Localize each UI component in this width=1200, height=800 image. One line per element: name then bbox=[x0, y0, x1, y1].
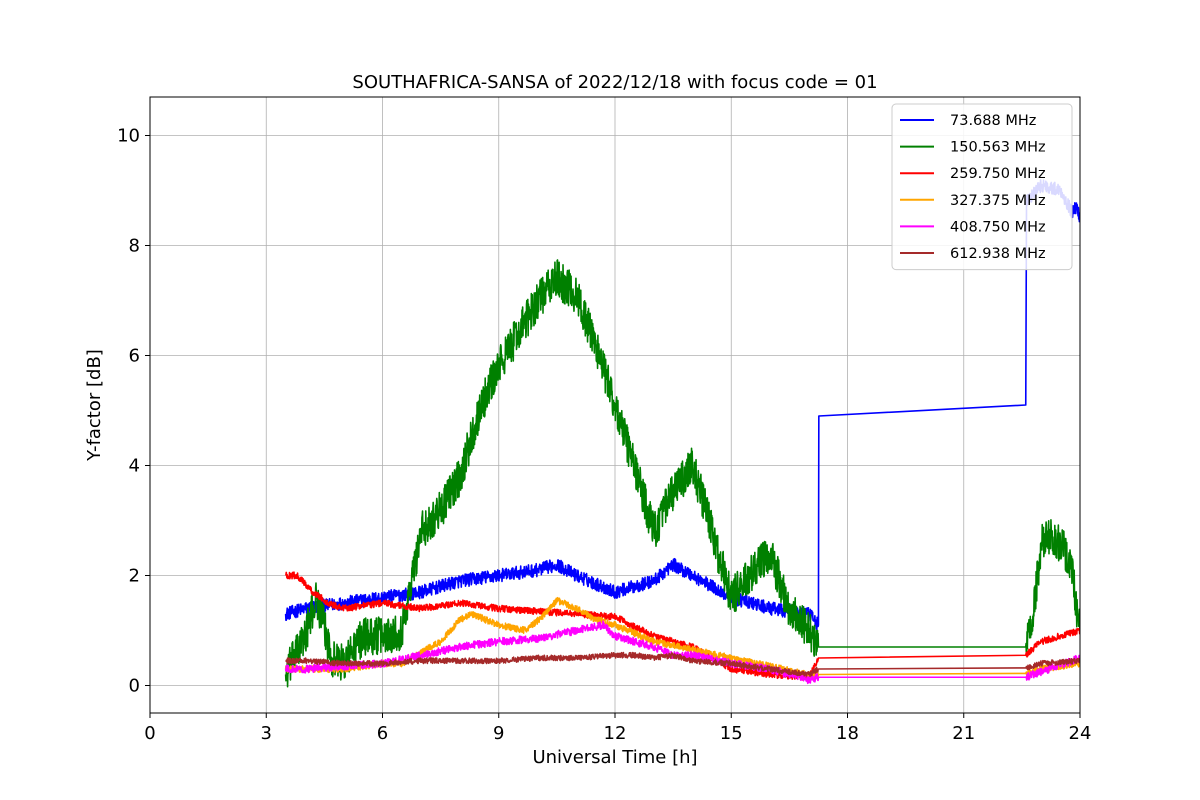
y-tick-label: 0 bbox=[129, 676, 140, 697]
x-tick-label: 3 bbox=[261, 723, 272, 744]
legend-label: 73.688 MHz bbox=[950, 113, 1036, 129]
x-tick-label: 21 bbox=[952, 723, 975, 744]
legend-label: 612.938 MHz bbox=[950, 246, 1046, 262]
x-tick-label: 15 bbox=[720, 723, 743, 744]
x-tick-label: 6 bbox=[377, 723, 388, 744]
x-tick-label: 12 bbox=[604, 723, 627, 744]
legend-label: 150.563 MHz bbox=[950, 140, 1046, 156]
series-line bbox=[284, 259, 1080, 688]
series-line bbox=[285, 651, 1080, 678]
y-tick-label: 10 bbox=[117, 126, 140, 147]
x-tick-label: 0 bbox=[144, 723, 155, 744]
x-tick-label: 18 bbox=[836, 723, 859, 744]
x-axis-label: Universal Time [h] bbox=[532, 747, 697, 768]
y-tick-label: 2 bbox=[129, 566, 140, 587]
legend-label: 327.375 MHz bbox=[950, 193, 1046, 209]
y-tick-label: 6 bbox=[129, 346, 140, 367]
legend-label: 408.750 MHz bbox=[950, 219, 1046, 235]
series-line bbox=[284, 179, 1080, 631]
y-tick-label: 4 bbox=[129, 456, 140, 477]
chart-title: SOUTHAFRICA-SANSA of 2022/12/18 with foc… bbox=[352, 72, 877, 93]
y-axis-label: Y-factor [dB] bbox=[84, 349, 105, 462]
y-tick-label: 8 bbox=[129, 236, 140, 257]
legend-label: 259.750 MHz bbox=[950, 166, 1046, 182]
x-tick-label: 24 bbox=[1069, 723, 1092, 744]
series-group bbox=[284, 179, 1080, 688]
legend-box bbox=[891, 103, 1073, 271]
legend: 73.688 MHz 150.563 MHz 259.750 MHz 327.375 … bbox=[891, 103, 1073, 271]
x-tick-label: 9 bbox=[493, 723, 504, 744]
